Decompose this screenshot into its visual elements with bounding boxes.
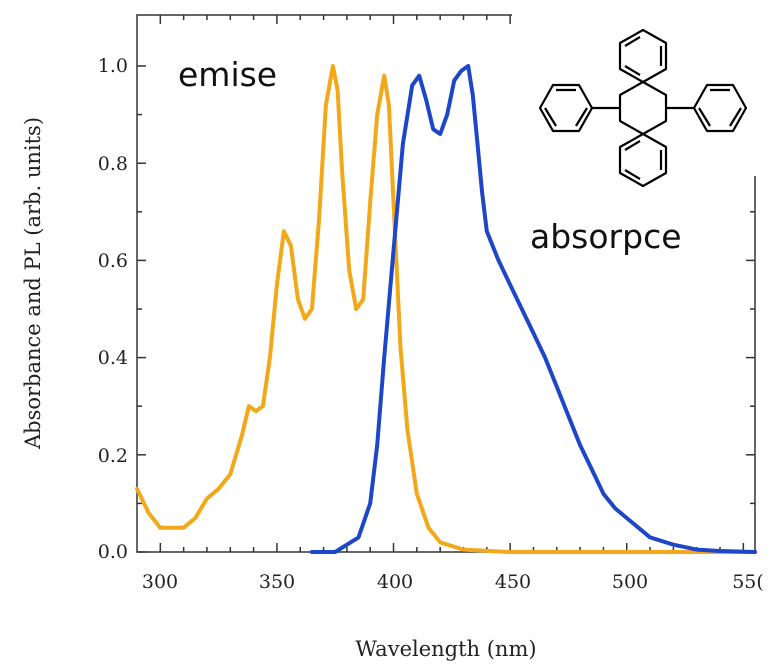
absorpce-label-backdrop xyxy=(522,208,740,260)
x-tick-label-450: 450 xyxy=(495,571,531,593)
absorpce-series-line xyxy=(309,64,757,554)
y-tick-label-1: 0.2 xyxy=(98,445,128,467)
x-tick-label-400: 400 xyxy=(377,571,413,593)
x-tick-label-300: 300 xyxy=(142,571,178,593)
x-tick-label-500: 500 xyxy=(612,571,648,593)
y-tick-label-3: 0.6 xyxy=(98,250,128,272)
absorpce-label: absorpce xyxy=(530,217,682,256)
x-tick-label-550: 55( xyxy=(732,571,764,593)
y-tick-label-2: 0.4 xyxy=(98,347,128,369)
y-tick-label-0: 0.0 xyxy=(98,541,128,563)
x-tick-label-350: 350 xyxy=(259,571,295,593)
y-tick-label-5: 1.0 xyxy=(98,55,128,77)
diphenylanthracene-structure-icon xyxy=(538,28,748,188)
emise-label: emise xyxy=(178,55,277,94)
molecule-backdrop xyxy=(512,8,774,176)
x-axis-title: Wavelength (nm) xyxy=(355,637,536,661)
series-layer xyxy=(135,64,757,554)
plot-frame xyxy=(136,14,756,553)
y-axis-title: Absorbance and PL (arb. units) xyxy=(21,117,45,450)
emise-series-line xyxy=(135,64,757,554)
y-tick-label-4: 0.8 xyxy=(98,153,128,175)
